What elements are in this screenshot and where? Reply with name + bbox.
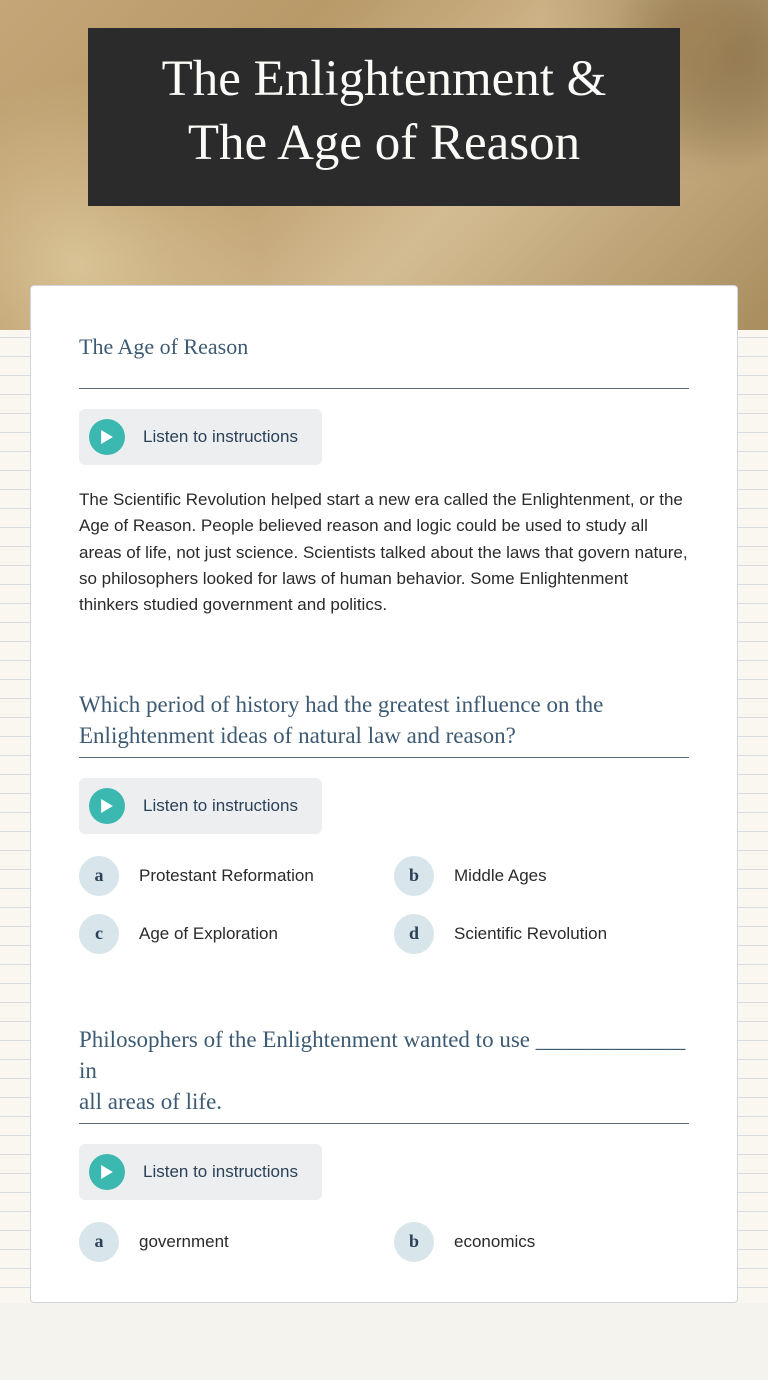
option-d[interactable]: d Scientific Revolution bbox=[394, 914, 689, 954]
option-b[interactable]: b economics bbox=[394, 1222, 689, 1262]
option-text: Protestant Reformation bbox=[139, 866, 314, 886]
option-letter: c bbox=[79, 914, 119, 954]
option-a[interactable]: a Protestant Reformation bbox=[79, 856, 374, 896]
header-banner: The Enlightenment & The Age of Reason bbox=[0, 0, 768, 330]
content-card: The Age of Reason Listen to instructions… bbox=[30, 285, 738, 1303]
option-text: Scientific Revolution bbox=[454, 924, 607, 944]
option-letter: a bbox=[79, 856, 119, 896]
options-grid: a government b economics bbox=[79, 1222, 689, 1262]
listen-button[interactable]: Listen to instructions bbox=[79, 1144, 322, 1200]
divider bbox=[79, 1123, 689, 1124]
divider bbox=[79, 388, 689, 389]
question-prompt: Which period of history had the greatest… bbox=[79, 689, 689, 751]
question-2: Philosophers of the Enlightenment wanted… bbox=[79, 1024, 689, 1262]
title-box: The Enlightenment & The Age of Reason bbox=[88, 28, 680, 206]
option-text: Middle Ages bbox=[454, 866, 547, 886]
divider bbox=[79, 757, 689, 758]
option-text: government bbox=[139, 1232, 229, 1252]
listen-label: Listen to instructions bbox=[143, 1162, 298, 1182]
listen-button[interactable]: Listen to instructions bbox=[79, 778, 322, 834]
options-grid: a Protestant Reformation b Middle Ages c… bbox=[79, 856, 689, 954]
play-icon bbox=[89, 788, 125, 824]
play-icon bbox=[89, 1154, 125, 1190]
play-icon bbox=[89, 419, 125, 455]
listen-label: Listen to instructions bbox=[143, 427, 298, 447]
option-a[interactable]: a government bbox=[79, 1222, 374, 1262]
listen-label: Listen to instructions bbox=[143, 796, 298, 816]
section-title: The Age of Reason bbox=[79, 334, 689, 360]
option-letter: b bbox=[394, 1222, 434, 1262]
option-text: Age of Exploration bbox=[139, 924, 278, 944]
intro-section: The Age of Reason Listen to instructions… bbox=[79, 334, 689, 619]
question-1: Which period of history had the greatest… bbox=[79, 689, 689, 954]
option-letter: b bbox=[394, 856, 434, 896]
option-letter: d bbox=[394, 914, 434, 954]
intro-body: The Scientific Revolution helped start a… bbox=[79, 487, 689, 619]
listen-button[interactable]: Listen to instructions bbox=[79, 409, 322, 465]
option-b[interactable]: b Middle Ages bbox=[394, 856, 689, 896]
option-c[interactable]: c Age of Exploration bbox=[79, 914, 374, 954]
option-letter: a bbox=[79, 1222, 119, 1262]
question-prompt: Philosophers of the Enlightenment wanted… bbox=[79, 1024, 689, 1117]
page-title: The Enlightenment & The Age of Reason bbox=[118, 48, 650, 176]
option-text: economics bbox=[454, 1232, 535, 1252]
